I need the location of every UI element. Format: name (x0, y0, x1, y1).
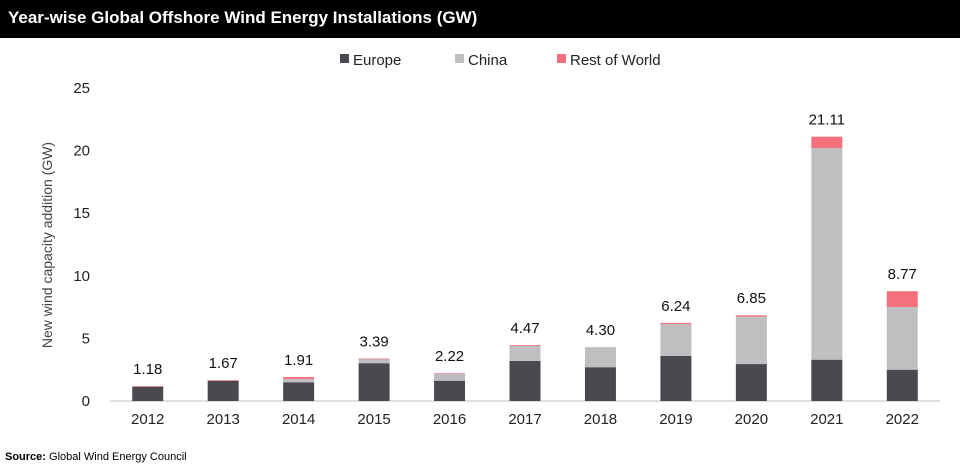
bar-segment-china (283, 379, 315, 383)
bar-segment-europe (358, 363, 390, 401)
y-tick-label: 25 (73, 80, 90, 97)
total-data-label: 1.67 (209, 355, 238, 372)
bar-segment-china (811, 148, 843, 360)
y-tick-label: 0 (82, 393, 90, 410)
bar-segment-europe (735, 364, 767, 401)
legend-swatch (557, 54, 566, 63)
source-text: Global Wind Energy Council (49, 451, 187, 463)
y-tick-label: 15 (73, 205, 90, 222)
bar-segment-china (735, 316, 767, 365)
total-data-label: 6.85 (737, 290, 766, 307)
legend-label: Europe (353, 52, 401, 69)
y-tick-label: 5 (82, 330, 90, 347)
bar-segment-china (434, 373, 466, 381)
bar-segment-rest-of-world (886, 291, 918, 308)
x-tick-label: 2015 (357, 411, 390, 428)
legend-label: Rest of World (570, 52, 661, 69)
bar-segment-china (509, 345, 541, 361)
bar-segment-china (886, 307, 918, 370)
legend-swatch (455, 54, 464, 63)
total-data-label: 2.22 (435, 348, 464, 365)
bar-segment-europe (434, 380, 466, 401)
bars (132, 136, 918, 401)
bar-segment-europe (660, 355, 692, 401)
total-data-label: 6.24 (661, 298, 690, 315)
bar-segment-rest-of-world (283, 377, 315, 380)
total-labels: 1.18 1.67 1.91 3.39 2.22 4.47 4.30 6.24 6.85 21.1… (133, 112, 917, 379)
x-tick-label: 2014 (282, 411, 315, 428)
total-data-label: 21.11 (809, 112, 845, 129)
bar-segment-rest-of-world (660, 322, 692, 325)
bar-segment-europe (584, 367, 616, 401)
bar-segment-rest-of-world (735, 315, 767, 317)
legend: Europe China Rest of World (340, 52, 661, 69)
bar-segment-europe (886, 369, 918, 401)
total-data-label: 4.30 (586, 322, 615, 339)
total-data-label: 4.47 (510, 320, 539, 337)
bar-segment-rest-of-world (434, 373, 466, 374)
x-tick-label: 2013 (206, 411, 239, 428)
y-tick-label: 10 (73, 268, 90, 285)
bar-segment-china (584, 347, 616, 368)
bar-segment-rest-of-world (358, 358, 390, 360)
bar-segment-europe (283, 382, 315, 401)
source-label: Source: (5, 451, 46, 463)
total-data-label: 8.77 (888, 266, 917, 283)
bar-segment-europe (132, 386, 164, 401)
bar-segment-rest-of-world (207, 380, 239, 381)
x-tick-label: 2020 (735, 411, 768, 428)
x-tick-label: 2021 (810, 411, 843, 428)
x-tick-label: 2018 (584, 411, 617, 428)
y-axis-ticks: 0 5 10 15 20 25 (73, 80, 90, 410)
bar-segment-europe (509, 360, 541, 401)
source-note: Source: Global Wind Energy Council (5, 451, 187, 463)
total-data-label: 1.91 (284, 352, 313, 369)
x-tick-label: 2022 (886, 411, 919, 428)
bar-segment-europe (811, 359, 843, 401)
y-tick-label: 20 (73, 143, 90, 160)
y-axis-label: New wind capacity addition (GW) (39, 142, 55, 348)
chart-title: Year-wise Global Offshore Wind Energy In… (8, 8, 478, 27)
bar-segment-china (358, 358, 390, 364)
bar-segment-china (660, 324, 692, 356)
total-data-label: 3.39 (359, 334, 388, 351)
bar-segment-rest-of-world (811, 136, 843, 149)
bar-segment-rest-of-world (132, 386, 164, 387)
x-tick-label: 2012 (131, 411, 164, 428)
bar-segment-rest-of-world (509, 345, 541, 346)
x-axis-ticks: 2012 2013 2014 2015 2016 2017 2018 2019 2020 2021… (131, 411, 919, 428)
legend-label: China (468, 52, 508, 69)
total-data-label: 1.18 (133, 361, 162, 378)
x-tick-label: 2017 (508, 411, 541, 428)
title-bar: Year-wise Global Offshore Wind Energy In… (0, 0, 960, 38)
x-tick-label: 2019 (659, 411, 692, 428)
x-tick-label: 2016 (433, 411, 466, 428)
legend-swatch (340, 54, 349, 63)
bar-segment-europe (207, 380, 239, 401)
